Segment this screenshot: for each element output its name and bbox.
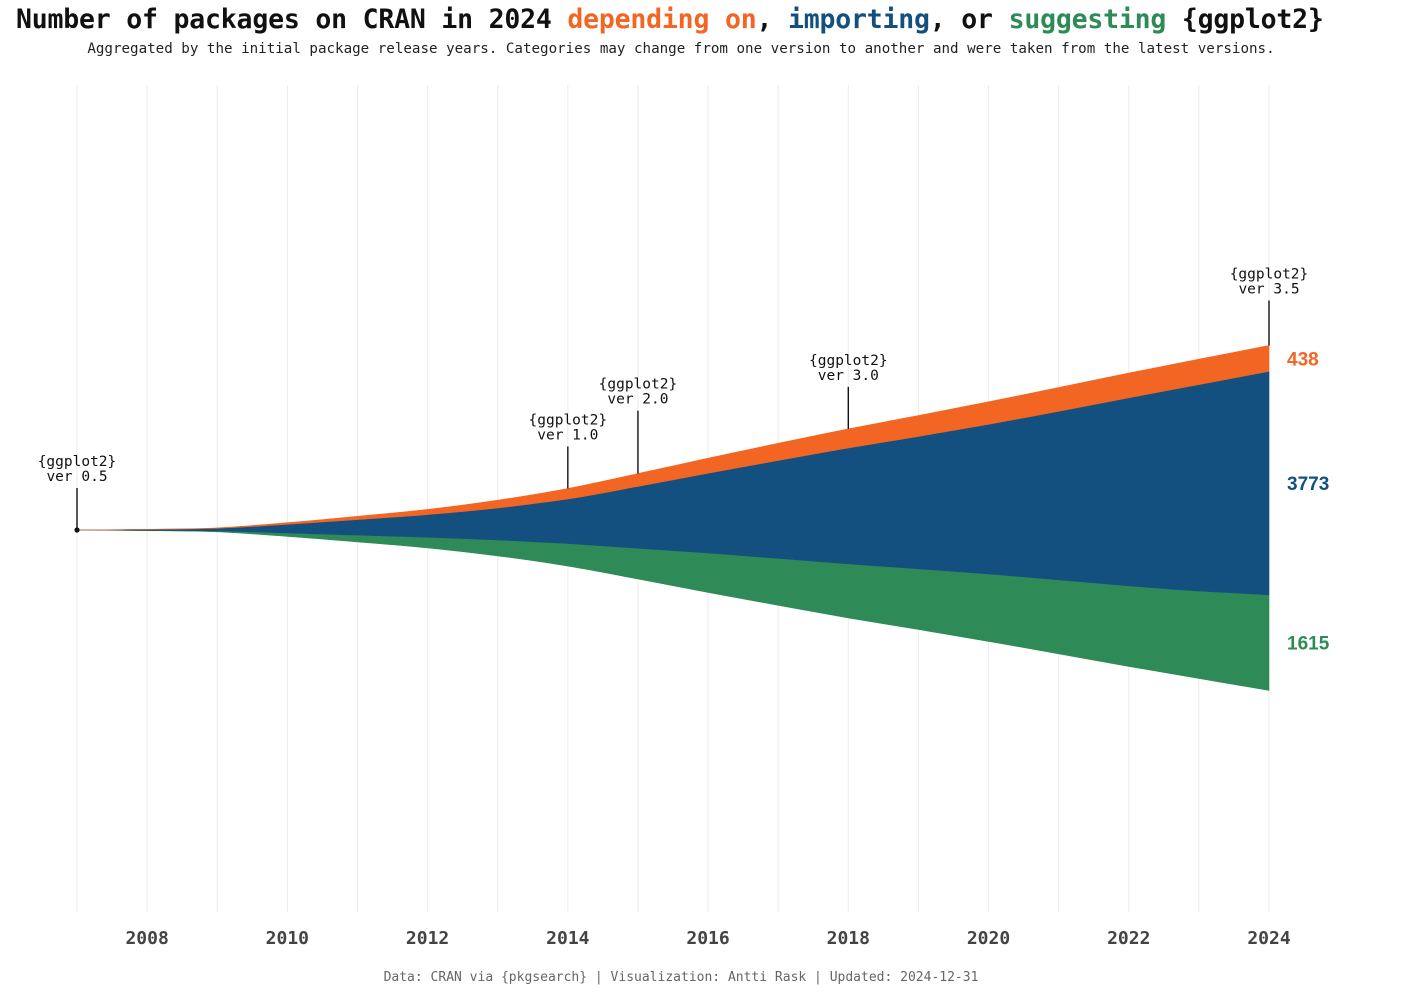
area-depending: [76, 345, 1270, 531]
stream-areas: [76, 345, 1270, 691]
annotation-label-2024-line2: ver 3.5: [1238, 281, 1299, 297]
chart-title: Number of packages on CRAN in 2024 depen…: [16, 4, 1406, 35]
x-tick-label-2012: 2012: [406, 928, 449, 949]
x-tick-label-2024: 2024: [1247, 928, 1291, 949]
title-sep1: ,: [756, 4, 788, 35]
annotation-label-2024-line1: {ggplot2}: [1230, 266, 1309, 282]
end-label-importing: 3773: [1287, 474, 1329, 495]
annotation-label-2015-line1: {ggplot2}: [599, 377, 678, 393]
annotation-label-2014-line2: ver 1.0: [537, 427, 598, 443]
title-suggesting: suggesting: [1008, 4, 1167, 35]
x-tick-label-2008: 2008: [125, 928, 168, 949]
x-tick-label-2022: 2022: [1107, 928, 1150, 949]
version-annotations: {ggplot2}ver 0.5{ggplot2}ver 1.0{ggplot2…: [38, 266, 1309, 533]
x-tick-label-2020: 2020: [967, 928, 1010, 949]
title-importing: importing: [787, 4, 930, 35]
x-tick-label-2018: 2018: [827, 928, 870, 949]
annotation-label-2018-line1: {ggplot2}: [809, 353, 888, 369]
x-tick-label-2014: 2014: [546, 928, 590, 949]
chart-caption: Data: CRAN via {pkgsearch} | Visualizati…: [383, 970, 979, 985]
end-label-depending: 438: [1287, 349, 1319, 370]
annotation-label-2007-line2: ver 0.5: [46, 469, 107, 485]
annotation-point-2007: [74, 527, 80, 533]
annotation-label-2014-line1: {ggplot2}: [529, 412, 608, 428]
title-depending: depending on: [567, 4, 757, 35]
x-axis-ticks: 2008 2010 2012 2014 2016 2018 2020 2022 2024: [125, 928, 1290, 949]
title-part1: Number of packages on CRAN in 2024: [16, 4, 568, 35]
chart-subtitle: Aggregated by the initial package releas…: [87, 41, 1275, 57]
end-labels: 438 3773 1615: [1287, 349, 1330, 654]
annotation-label-2007-line1: {ggplot2}: [38, 454, 117, 470]
annotation-label-2015-line2: ver 2.0: [607, 392, 668, 408]
title-part2: {ggplot2}: [1166, 4, 1324, 35]
x-tick-label-2016: 2016: [686, 928, 729, 949]
end-label-suggesting: 1615: [1287, 634, 1330, 655]
annotation-label-2018-line2: ver 3.0: [818, 368, 879, 384]
x-tick-label-2010: 2010: [266, 928, 309, 949]
title-sep2: , or: [929, 4, 1009, 35]
